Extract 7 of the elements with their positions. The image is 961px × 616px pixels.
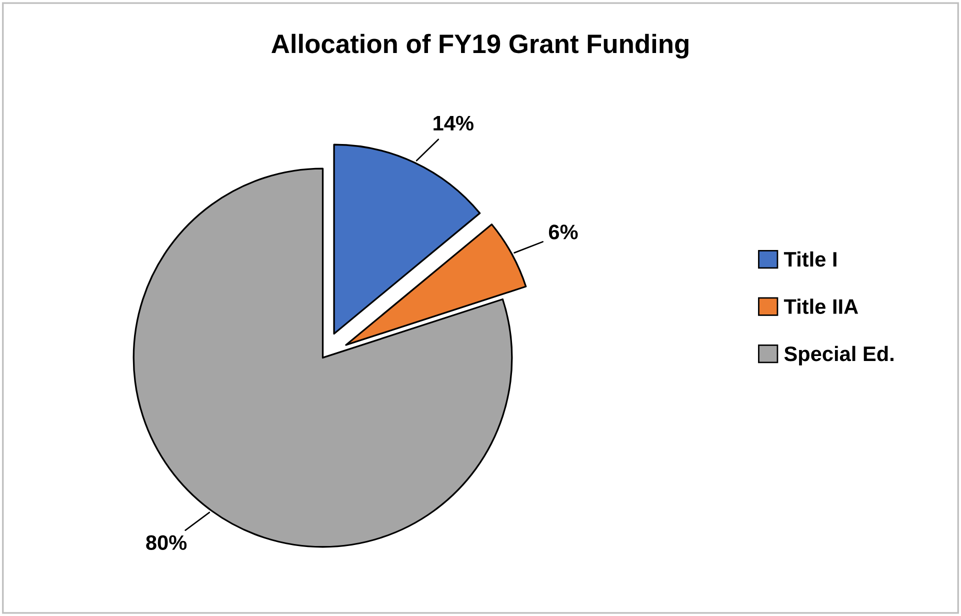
chart-title: Allocation of FY19 Grant Funding (272, 34, 688, 59)
legend-label: Title I (784, 251, 836, 267)
legend-label: Special Ed. (784, 346, 894, 366)
legend-label: Title IIA (784, 298, 858, 314)
data-label: 6% (548, 224, 578, 240)
data-label: 80% (146, 535, 187, 550)
data-label: 14% (434, 116, 474, 131)
